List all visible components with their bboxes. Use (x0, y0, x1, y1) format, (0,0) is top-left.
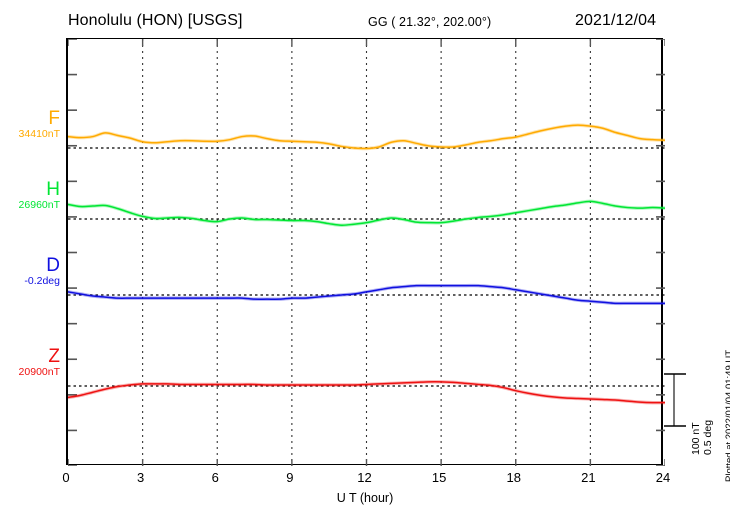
x-tick-label-15: 15 (431, 470, 447, 485)
x-tick-label-6: 6 (211, 470, 219, 485)
component-letter-h: H (46, 179, 60, 200)
page-title: Honolulu (HON) [USGS] (68, 12, 243, 29)
x-axis-title: U T (hour) (336, 491, 394, 505)
component-letter-z: Z (48, 346, 60, 367)
plot-area (66, 38, 665, 466)
component-baseline-d: -0.2deg (24, 275, 60, 287)
component-baseline-h: 26960nT (18, 199, 60, 211)
scale-bar-deg-label: 0.5 deg (702, 419, 714, 455)
x-tick-label-0: 0 (62, 470, 70, 485)
x-tick-label-12: 12 (357, 470, 372, 485)
plotted-timestamp: Plotted at 2022/01/04 01:49 UT (724, 349, 730, 482)
x-tick-label-3: 3 (137, 470, 145, 485)
scale-bar-nt-label: 100 nT (690, 422, 702, 455)
observation-date: 2021/12/04 (575, 12, 657, 29)
magnetogram-traces (68, 39, 665, 466)
x-tick-label-21: 21 (581, 470, 596, 485)
component-baseline-z: 20900nT (18, 366, 60, 378)
component-label-z: Z 20900nT (0, 347, 60, 378)
x-tick-label-24: 24 (655, 470, 671, 485)
x-tick-label-18: 18 (506, 470, 521, 485)
component-label-d: D -0.2deg (0, 256, 60, 287)
x-tick-label-9: 9 (286, 470, 294, 485)
component-label-f: F 34410nT (0, 109, 60, 140)
component-baseline-f: 34410nT (18, 128, 60, 140)
scale-bar (664, 373, 686, 427)
component-letter-d: D (46, 255, 60, 276)
component-letter-f: F (48, 108, 60, 129)
component-label-h: H 26960nT (0, 180, 60, 211)
geographic-coordinates: GG ( 21.32°, 202.00°) (368, 15, 492, 29)
